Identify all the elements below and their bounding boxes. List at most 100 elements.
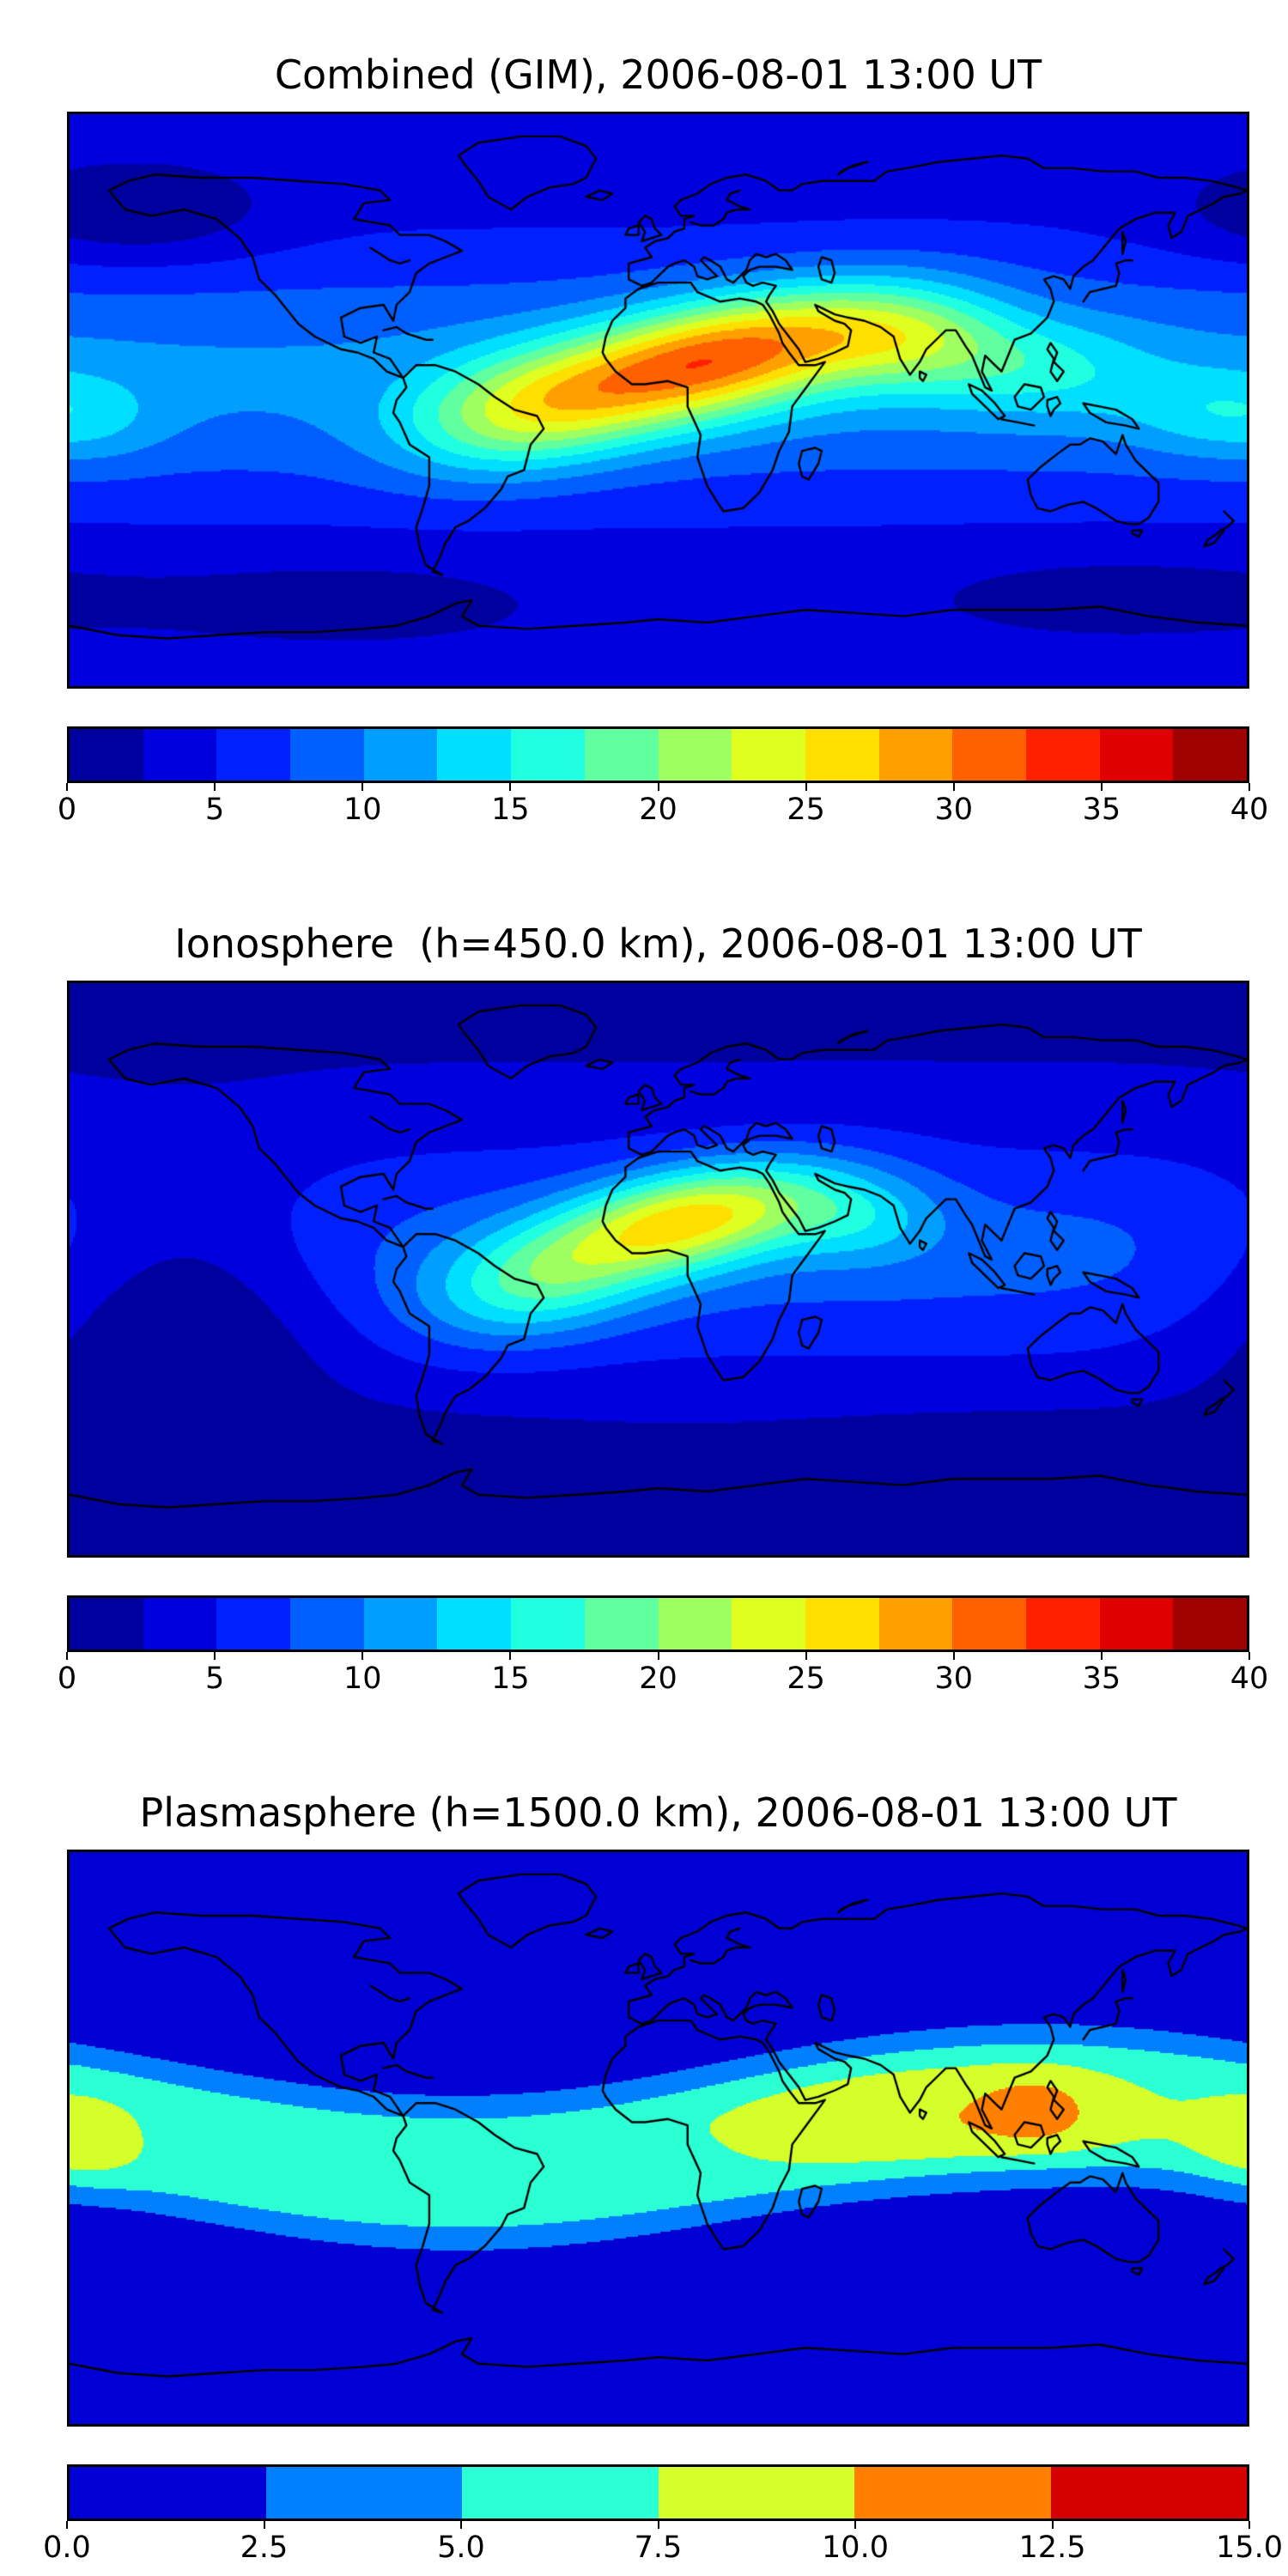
colorbar-tick [66,1652,68,1660]
map-frame-ionosphere [67,981,1249,1558]
colorbar-tick [805,783,807,791]
colorbar-segment [584,1598,659,1649]
colorbar-tick-label: 40 [1230,793,1269,827]
colorbar-segment [143,1598,217,1649]
world-map-ionosphere [70,983,1247,1555]
colorbar-tick [66,783,68,791]
colorbar-tick [1051,2521,1054,2529]
colorbar-tick-label: 35 [1082,793,1121,827]
panel-plasmasphere: Plasmasphere (h=1500.0 km), 2006-08-01 1… [43,1779,1283,2569]
colorbar-tick-label: 5 [204,793,225,827]
colorbar-segment [290,729,364,781]
colorbar-segment [1173,1598,1247,1649]
colorbar-ticks-ionosphere: 0 5 10 15 20 25 30 35 40 [58,1652,1268,1700]
colorbar-segment [1173,729,1247,781]
colorbar-segment [363,1598,438,1649]
colorbar-tick-label: 0.0 [43,2530,91,2565]
colorbar-tick [952,783,955,791]
panel-title-combined: Combined (GIM), 2006-08-01 13:00 UT [274,52,1042,98]
colorbar-tick-label: 20 [639,793,677,827]
colorbar-segment [216,729,291,781]
colorbar-segment [437,1598,512,1649]
colorbar-tick-label: 15 [491,1662,530,1696]
colorbar-segment [584,729,659,781]
panel-combined: Combined (GIM), 2006-08-01 13:00 UT 0 5 10… [58,41,1268,831]
colorbar-tick [805,1652,807,1660]
colorbar-tick [854,2521,856,2529]
colorbar-tick [657,1652,659,1660]
panel-ionosphere: Ionosphere (h=450.0 km), 2006-08-01 13:0… [58,910,1268,1700]
world-map-combined [70,114,1247,686]
colorbar-segment [290,1598,364,1649]
panel-title-ionosphere: Ionosphere (h=450.0 km), 2006-08-01 13:0… [174,920,1142,967]
colorbar-segment [511,729,585,781]
colorbar-tick [657,2521,659,2529]
colorbar-tick-label: 30 [934,1662,974,1696]
colorbar-tick-label: 0 [57,1662,77,1696]
colorbar-segment [216,1598,291,1649]
colorbar-tick [1100,783,1103,791]
colorbar-tick-label: 35 [1082,1662,1121,1696]
colorbar-tick-label: 5.0 [437,2530,485,2565]
colorbar-segment [878,729,953,781]
colorbar-tick-label: 40 [1230,1662,1269,1696]
colorbar-segment [878,1598,953,1649]
colorbar-ticks-combined: 0 5 10 15 20 25 30 35 40 [58,783,1268,831]
colorbar-segment [1050,2467,1247,2518]
colorbar-segment [732,729,805,781]
colorbar-tick [1249,1652,1250,1660]
colorbar-tick [214,1652,216,1660]
colorbar-ionosphere [67,1595,1249,1652]
colorbar-tick-label: 25 [787,793,825,827]
colorbar-segment [462,2467,659,2518]
world-map-plasmasphere [70,1852,1247,2424]
colorbar-tick [657,783,659,791]
colorbar-segment [70,729,143,781]
colorbar-tick [509,783,512,791]
colorbar-tick [1249,2521,1250,2529]
colorbar-tick-label: 2.5 [240,2530,289,2565]
colorbar-tick [361,1652,364,1660]
colorbar-segment [658,1598,732,1649]
panel-title-plasmasphere: Plasmasphere (h=1500.0 km), 2006-08-01 1… [139,1789,1177,1836]
colorbar-tick [263,2521,265,2529]
colorbar-tick-label: 10 [343,793,382,827]
colorbar-tick [509,1652,512,1660]
colorbar-segment [805,729,879,781]
colorbar-segment [952,1598,1026,1649]
colorbar-tick [460,2521,462,2529]
colorbar-tick [66,2521,68,2529]
colorbar-tick [1249,783,1250,791]
colorbar-segment [732,1598,805,1649]
colorbar-tick [361,783,364,791]
colorbar-segment [658,729,732,781]
colorbar-tick-label: 7.5 [634,2530,683,2565]
colorbar-combined [67,726,1249,783]
colorbar-segment [1099,1598,1174,1649]
colorbar-segment [363,729,438,781]
colorbar-segment [70,1598,143,1649]
colorbar-tick-label: 12.5 [1018,2530,1086,2565]
colorbar-segment [1025,729,1100,781]
colorbar-segment [143,729,217,781]
colorbar-tick-label: 10 [343,1662,382,1696]
colorbar-segment [952,729,1026,781]
colorbar-segment [658,2467,854,2518]
colorbar-segment [511,1598,585,1649]
colorbar-tick-label: 15.0 [1216,2530,1283,2565]
colorbar-segment [437,729,512,781]
colorbar-tick [952,1652,955,1660]
colorbar-tick-label: 0 [57,793,77,827]
colorbar-segment [805,1598,879,1649]
colorbar-plasmasphere [67,2464,1249,2521]
colorbar-segment [854,2467,1051,2518]
colorbar-segment [1025,1598,1100,1649]
colorbar-ticks-plasmasphere: 0.0 2.5 5.0 7.5 10.0 12.5 15.0 [43,2521,1283,2569]
colorbar-tick-label: 5 [204,1662,225,1696]
colorbar-tick-label: 10.0 [822,2530,889,2565]
colorbar-segment [265,2467,462,2518]
map-frame-plasmasphere [67,1850,1249,2427]
colorbar-tick-label: 25 [787,1662,825,1696]
colorbar-tick-label: 20 [639,1662,677,1696]
